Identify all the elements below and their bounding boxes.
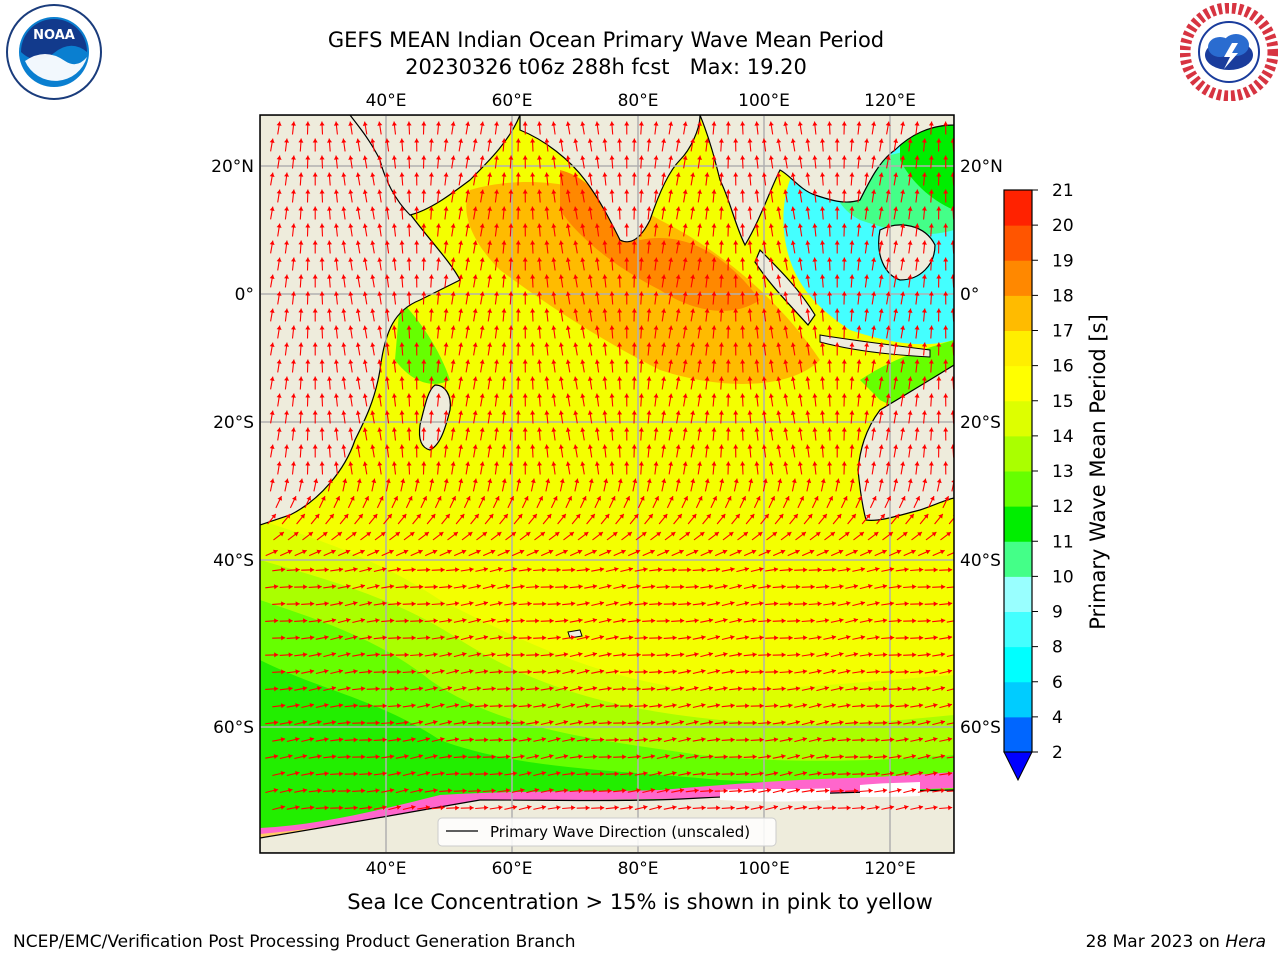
map-legend: Primary Wave Direction (unscaled) (437, 817, 777, 847)
footer-machine: Hera (1225, 932, 1266, 952)
colorbar-swatch (1004, 260, 1032, 296)
colorbar-swatch (1004, 365, 1032, 402)
top-lon-label: 80°E (618, 91, 659, 111)
colorbar-tick-label: 11 (1052, 532, 1074, 552)
colorbar-swatch (1004, 295, 1032, 331)
top-lon-label: 60°E (492, 91, 533, 111)
graticule (260, 115, 954, 853)
bottom-lon-label: 100°E (738, 859, 790, 879)
colorbar-tick-label: 2 (1052, 743, 1063, 763)
colorbar-tick-label: 6 (1052, 673, 1063, 693)
chart-title: GEFS MEAN Indian Ocean Primary Wave Mean… (327, 28, 885, 52)
colorbar-tick-label: 21 (1052, 181, 1074, 201)
colorbar-swatch (1004, 646, 1032, 683)
colorbar-swatch (1004, 611, 1032, 648)
colorbar-tick-label: 13 (1052, 462, 1074, 482)
colorbar-swatch (1004, 330, 1032, 367)
wave-period-band-18 (560, 170, 760, 311)
colorbar-tick-label: 20 (1052, 216, 1074, 236)
colorbar-under-triangle (1003, 751, 1033, 782)
nws-logo-icon (1180, 3, 1278, 101)
map-fill (260, 115, 954, 853)
land-java (819, 334, 931, 358)
colorbar-tick-label: 15 (1052, 392, 1074, 412)
colorbar-tick-label: 4 (1052, 708, 1063, 728)
bottom-lon-label: 40°E (366, 859, 407, 879)
noaa-logo-text: NOAA (33, 28, 75, 43)
right-lat-label: 40°S (960, 551, 1001, 571)
noaa-logo-icon: NOAA (6, 4, 102, 100)
colorbar: 2 4 6 8 9 10 11 12 13 14 15 16 17 18 19 20 21 (1003, 181, 1074, 782)
colorbar-swatch (1004, 190, 1032, 226)
left-lat-label: 20°S (213, 413, 254, 433)
colorbar-tick-label: 19 (1052, 251, 1074, 271)
wave-direction-arrows (265, 121, 954, 811)
right-lat-label: 0° (960, 285, 979, 305)
footer-date: 28 Mar 2023 on Hera (1086, 932, 1266, 952)
colorbar-swatch (1004, 471, 1032, 507)
sea-ice-caption: Sea Ice Concentration > 15% is shown in … (347, 890, 933, 914)
colorbar-tick-label: 16 (1052, 357, 1074, 377)
legend-label: Primary Wave Direction (unscaled) (490, 823, 750, 841)
colorbar-tick-label: 17 (1052, 322, 1074, 342)
colorbar-swatch (1004, 716, 1032, 753)
colorbar-swatch (1004, 506, 1032, 542)
map-frame (259, 114, 955, 854)
left-lat-label: 60°S (213, 718, 254, 738)
colorbar-tick-label: 18 (1052, 286, 1074, 306)
bottom-lon-label: 80°E (618, 859, 659, 879)
right-lat-label: 60°S (960, 718, 1001, 738)
right-lat-label: 20°N (960, 157, 1003, 177)
wave-period-band-10b (900, 115, 954, 210)
colorbar-swatch (1004, 576, 1032, 612)
colorbar-label: Primary Wave Mean Period [s] (1086, 314, 1110, 630)
colorbar-swatch (1004, 225, 1032, 261)
sea-ice-edge (260, 772, 954, 838)
axis-labels: 40°E 60°E 80°E 100°E 120°E 40°E 60°E 80°E 100°E 1… (211, 91, 1003, 879)
colorbar-swatch (1004, 400, 1032, 437)
colorbar-tick-label: 14 (1052, 427, 1074, 447)
land-borneo (878, 224, 936, 281)
colorbar-tick-label: 10 (1052, 567, 1074, 587)
left-lat-label: 40°S (213, 551, 254, 571)
chart-subtitle: 20230326 t06z 288h fcst Max: 19.20 (405, 55, 807, 79)
colorbar-swatch (1004, 681, 1032, 718)
colorbar-tick-label: 8 (1052, 638, 1063, 658)
left-lat-label: 20°N (211, 157, 254, 177)
colorbar-tick-label: 9 (1052, 603, 1063, 623)
top-lon-label: 120°E (864, 91, 916, 111)
left-lat-label: 0° (235, 285, 254, 305)
bottom-lon-label: 60°E (492, 859, 533, 879)
footer-org: NCEP/EMC/Verification Post Processing Pr… (13, 932, 576, 952)
land-madagascar (418, 384, 451, 451)
colorbar-tick-label: 12 (1052, 497, 1074, 517)
colorbar-swatch (1004, 541, 1032, 577)
footer-date-text: 28 Mar 2023 on (1085, 932, 1226, 952)
bottom-lon-label: 120°E (864, 859, 916, 879)
land-india (519, 115, 701, 243)
top-lon-label: 100°E (738, 91, 790, 111)
colorbar-swatch (1004, 435, 1032, 472)
right-lat-label: 20°S (960, 413, 1001, 433)
top-lon-label: 40°E (366, 91, 407, 111)
